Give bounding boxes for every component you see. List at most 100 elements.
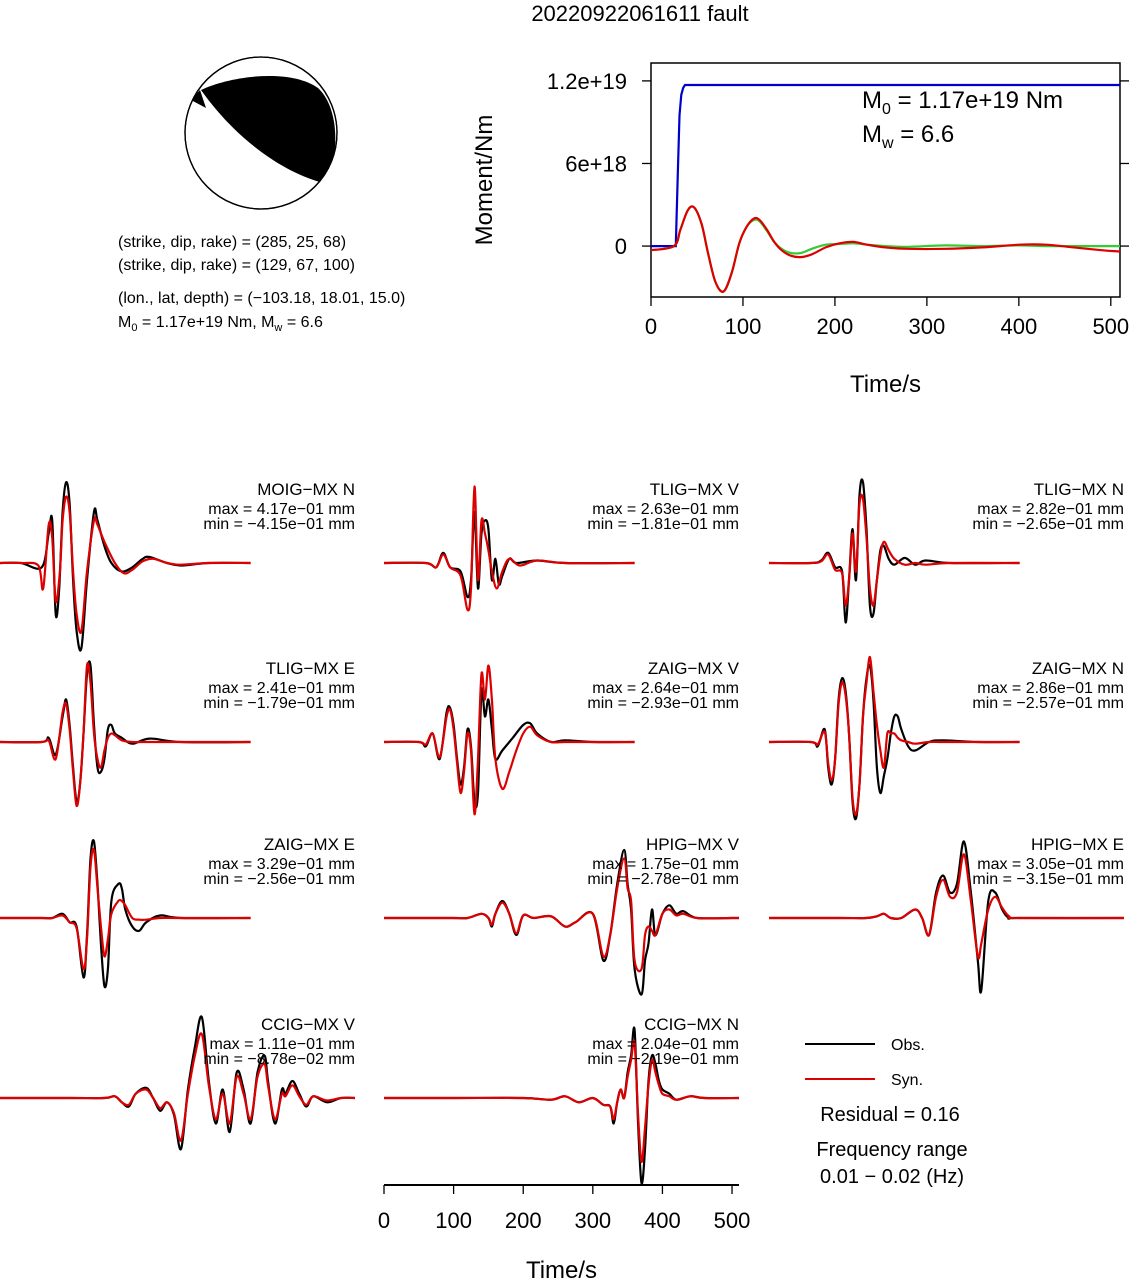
station-max: max = 3.05e−01 mm xyxy=(977,856,1124,873)
m0-letter: M xyxy=(862,87,882,114)
synthetic-trace xyxy=(384,857,739,973)
compressional-quadrant xyxy=(201,75,336,183)
m0-subscript: 0 xyxy=(882,101,891,118)
m0-subscript: 0 xyxy=(131,322,137,334)
station-label: ZAIG−MX E xyxy=(264,835,355,854)
m0-value: = 1.17e+19 Nm xyxy=(891,87,1063,114)
moment-y-tick-label: 6e+18 xyxy=(565,151,627,176)
station-max: max = 3.29e−01 mm xyxy=(208,856,355,873)
compressional-sliver xyxy=(191,90,206,108)
moment-magnitude-line: M0 = 1.17e+19 Nm, Mw = 6.6 xyxy=(118,314,323,334)
synthetic-trace xyxy=(768,493,1020,607)
station-label: CCIG−MX N xyxy=(644,1015,739,1034)
moment-chart: 0 100 200 300 400 500 0 6e+18 1.2e+19 Time/s Momen… xyxy=(471,62,1129,398)
station-min: min = −4.15e−01 mm xyxy=(203,516,355,533)
station-max: max = 2.82e−01 mm xyxy=(977,501,1124,518)
station-min: min = −1.79e−01 mm xyxy=(203,695,355,712)
waveform-legend: Obs. Syn. Residual = 0.16 Frequency rang… xyxy=(805,1037,968,1188)
stf-green-line xyxy=(651,205,1120,293)
mw-value: = 6.6 xyxy=(894,121,955,148)
waveform-time-axis: 0 100 200 300 400 500 Time/s xyxy=(378,1184,751,1281)
synthetic-trace xyxy=(0,847,251,971)
station-min: min = −2.93e−01 mm xyxy=(587,695,739,712)
station-min: min = −2.78e−01 mm xyxy=(587,871,739,888)
nodal-plane-1: (strike, dip, rake) = (285, 25, 68) xyxy=(118,234,346,251)
moment-x-tick-label: 400 xyxy=(1000,314,1037,339)
synthetic-trace xyxy=(769,853,1125,960)
station-label: TLIG−MX N xyxy=(1034,480,1124,499)
moment-x-tick-label: 200 xyxy=(817,314,854,339)
frequency-range-title: Frequency range xyxy=(816,1139,967,1161)
moment-x-tick-label: 500 xyxy=(1092,314,1129,339)
hypocenter: (lon., lat, depth) = (−103.18, 18.01, 15… xyxy=(118,290,405,307)
moment-x-tick-label: 0 xyxy=(645,314,657,339)
time-axis-tick-label: 0 xyxy=(378,1208,390,1233)
m0-mid: = 1.17e+19 Nm, M xyxy=(137,314,274,331)
residual-label: Residual = 0.16 xyxy=(820,1104,960,1126)
moment-m0-annotation: M0 = 1.17e+19 Nm xyxy=(862,87,1063,118)
figure-title: 20220922061611 fault xyxy=(531,1,748,26)
synthetic-trace xyxy=(0,1032,356,1142)
station-max: max = 1.11e−01 mm xyxy=(209,1036,355,1053)
station-min: min = −2.56e−01 mm xyxy=(203,871,355,888)
time-axis-tick-label: 500 xyxy=(714,1208,751,1233)
station-min: min = −1.81e−01 mm xyxy=(587,516,739,533)
station-min: min = −3.15e−01 mm xyxy=(972,871,1124,888)
focal-mechanism-beachball xyxy=(184,56,338,210)
moment-x-tick-label: 100 xyxy=(725,314,762,339)
station-min: min = −8.78e−02 mm xyxy=(203,1051,355,1068)
mw-letter: M xyxy=(862,121,882,148)
station-min: min = −2.65e−01 mm xyxy=(972,516,1124,533)
moment-y-axis-label: Moment/Nm xyxy=(471,115,498,246)
time-axis-tick-label: 300 xyxy=(574,1208,611,1233)
station-min: min = −2.57e−01 mm xyxy=(972,695,1124,712)
station-label: TLIG−MX E xyxy=(266,659,355,678)
time-axis-tick-label: 200 xyxy=(505,1208,542,1233)
station-label: ZAIG−MX V xyxy=(648,659,740,678)
synthetic-trace xyxy=(0,661,251,808)
station-max: max = 2.86e−01 mm xyxy=(977,680,1124,697)
station-label: CCIG−MX V xyxy=(261,1015,356,1034)
station-max: max = 2.64e−01 mm xyxy=(592,680,739,697)
moment-chart-frame xyxy=(650,62,1121,298)
time-axis-tick-label: 100 xyxy=(435,1208,472,1233)
moment-y-tick-label: 0 xyxy=(615,234,627,259)
time-axis-label: Time/s xyxy=(526,1257,597,1281)
moment-x-tick-label: 300 xyxy=(909,314,946,339)
moment-x-axis-label: Time/s xyxy=(850,371,921,398)
moment-y-tick-label: 1.2e+19 xyxy=(547,69,627,94)
m0-letter: M xyxy=(118,314,131,331)
station-label: HPIG−MX E xyxy=(1031,835,1124,854)
moment-series-group xyxy=(651,83,1120,293)
synthetic-trace xyxy=(768,655,1020,816)
stf-red-line xyxy=(651,205,1120,293)
station-max: max = 2.63e−01 mm xyxy=(592,501,739,518)
time-axis-tick-label: 400 xyxy=(644,1208,681,1233)
synthetic-trace xyxy=(383,664,635,816)
station-max: max = 2.41e−01 mm xyxy=(208,680,355,697)
station-label: TLIG−MX V xyxy=(650,480,740,499)
station-label: HPIG−MX V xyxy=(646,835,740,854)
moment-mw-annotation: Mw = 6.6 xyxy=(862,121,954,152)
nodal-plane-2: (strike, dip, rake) = (129, 67, 100) xyxy=(118,257,355,274)
station-label: MOIG−MX N xyxy=(257,480,355,499)
station-label: ZAIG−MX N xyxy=(1032,659,1124,678)
legend-syn-label: Syn. xyxy=(891,1072,923,1089)
legend-obs-label: Obs. xyxy=(891,1037,925,1054)
mw-tail: = 6.6 xyxy=(282,314,323,331)
mw-subscript: w xyxy=(273,322,282,334)
focal-mechanism-text: (strike, dip, rake) = (285, 25, 68) (str… xyxy=(118,234,405,334)
synthetic-trace xyxy=(383,485,635,612)
frequency-range-value: 0.01 − 0.02 (Hz) xyxy=(820,1166,964,1188)
observed-trace xyxy=(0,481,251,652)
